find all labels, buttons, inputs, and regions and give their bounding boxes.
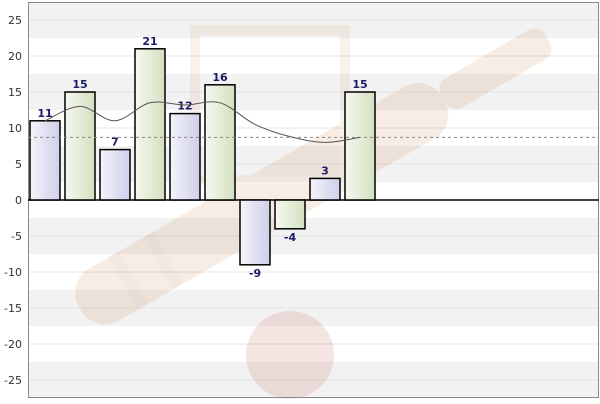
chart-marks: 11 15 7 21 12 16 -9 -4 3 15 bbox=[28, 35, 599, 280]
y-tick-label: 10 bbox=[8, 122, 22, 135]
data-label: 15 bbox=[352, 78, 367, 91]
trend-line bbox=[44, 101, 361, 143]
y-tick-label: 20 bbox=[8, 50, 22, 63]
bar bbox=[99, 148, 131, 201]
y-tick-label: -15 bbox=[4, 302, 22, 315]
y-tick-label: 0 bbox=[15, 194, 22, 207]
data-label: 16 bbox=[212, 71, 228, 84]
bar bbox=[64, 91, 96, 201]
y-tick-label: 25 bbox=[8, 14, 22, 27]
y-tick-label: -10 bbox=[4, 266, 22, 279]
bar bbox=[274, 199, 306, 230]
y-tick-label: -5 bbox=[11, 230, 22, 243]
y-tick-label: 5 bbox=[15, 158, 22, 171]
data-label: -4 bbox=[284, 231, 297, 244]
bar bbox=[239, 199, 271, 266]
bar bbox=[169, 112, 201, 201]
data-label: 21 bbox=[142, 35, 157, 48]
bar bbox=[309, 177, 341, 201]
bar bbox=[29, 120, 61, 201]
bar bbox=[204, 84, 236, 201]
data-label: 3 bbox=[321, 164, 329, 177]
data-label: 11 bbox=[37, 107, 52, 120]
y-tick-label: -20 bbox=[4, 338, 22, 351]
bar bbox=[134, 48, 166, 201]
y-tick-label: 15 bbox=[8, 86, 22, 99]
data-label: 15 bbox=[72, 78, 87, 91]
data-label: 12 bbox=[177, 100, 192, 113]
data-label: -9 bbox=[249, 267, 261, 280]
data-label: 7 bbox=[111, 136, 119, 149]
bar bbox=[344, 91, 376, 201]
y-tick-label: -25 bbox=[4, 374, 22, 387]
